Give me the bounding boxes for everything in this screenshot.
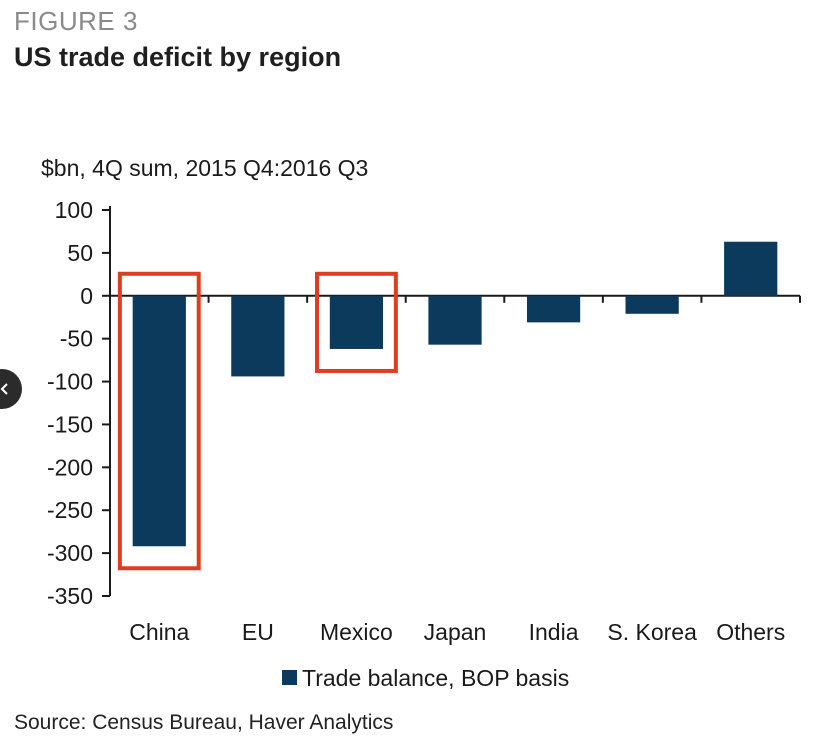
y-tick-label: -200	[47, 454, 93, 480]
legend-swatch	[282, 670, 297, 685]
y-tick-label: -150	[47, 411, 93, 437]
bar	[428, 295, 482, 345]
bars	[132, 241, 778, 547]
source-note: Source: Census Bureau, Haver Analytics	[14, 711, 394, 734]
y-tick-label: -50	[60, 326, 93, 352]
y-tick-label: -350	[47, 583, 93, 609]
highlight-box	[117, 271, 201, 571]
x-tick-label: Others	[716, 619, 785, 645]
bar	[625, 295, 679, 314]
chart-title: US trade deficit by region	[14, 42, 342, 72]
y-tick-label: 50	[67, 240, 93, 266]
y-tick-label: 0	[80, 283, 93, 309]
highlight-box	[315, 271, 398, 373]
x-tick-label: Mexico	[320, 619, 393, 645]
y-tick-label: -100	[47, 369, 93, 395]
highlights	[117, 271, 398, 571]
x-tick-label: India	[529, 619, 579, 645]
y-axis-caption: $bn, 4Q sum, 2015 Q4:2016 Q3	[41, 155, 368, 181]
x-tick-label: China	[129, 619, 189, 645]
x-tick-label: S. Korea	[607, 619, 697, 645]
x-tick-labels: China EU Mexico Japan India S. Korea Others	[129, 619, 785, 645]
figure-label: FIGURE 3	[14, 6, 138, 36]
y-tick-label: 100	[55, 197, 93, 223]
legend-label: Trade balance, BOP basis	[302, 665, 569, 691]
y-tick-label: -300	[47, 540, 93, 566]
x-tick-label: EU	[242, 619, 274, 645]
bar	[329, 295, 384, 349]
bar	[132, 295, 186, 547]
y-tick-label: -250	[47, 497, 93, 523]
bar	[231, 295, 285, 377]
legend: Trade balance, BOP basis	[282, 665, 569, 691]
axes: 100 50 0 -50 -100 -150 -200 -250 -300 -350	[47, 197, 801, 609]
x-tick-label: Japan	[424, 619, 487, 645]
bar	[724, 241, 778, 296]
previous-button[interactable]	[0, 369, 22, 409]
chevron-left-icon	[0, 383, 8, 395]
bar	[526, 295, 581, 323]
